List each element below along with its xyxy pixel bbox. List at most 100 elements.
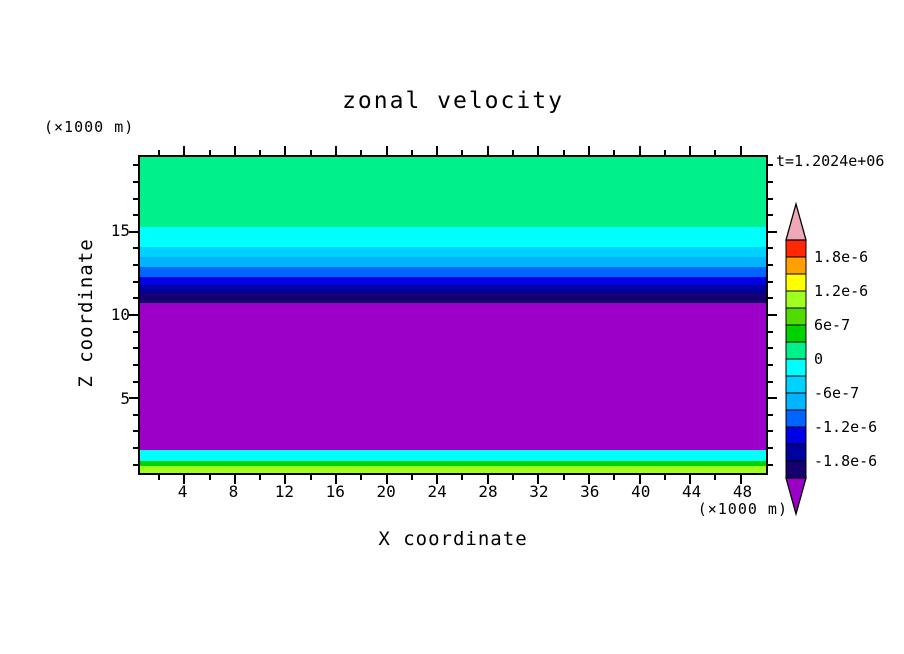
colorbar <box>785 201 807 517</box>
y-tick <box>768 380 773 383</box>
colorbar-segment <box>785 239 807 258</box>
y-tick <box>768 280 773 283</box>
x-tick <box>537 146 540 155</box>
x-tick <box>739 146 742 155</box>
x-tick <box>436 146 439 155</box>
x-tick <box>587 475 590 484</box>
y-tick <box>768 463 773 466</box>
x-tick-label: 12 <box>274 482 294 501</box>
x-tick <box>360 475 363 480</box>
x-tick <box>689 146 692 155</box>
colorbar-label: -1.2e-6 <box>814 418 878 436</box>
x-tick <box>461 475 464 480</box>
y-tick <box>133 347 138 350</box>
contour-band <box>140 303 766 450</box>
x-tick <box>157 475 160 480</box>
contour-band <box>140 246 766 257</box>
x-tick <box>613 475 616 480</box>
colorbar-segment <box>785 375 807 394</box>
colorbar-segment <box>785 409 807 428</box>
y-tick <box>768 413 773 416</box>
y-tick <box>133 447 138 450</box>
y-tick <box>768 430 773 433</box>
x-axis-unit-label: (×1000 m) <box>697 500 788 518</box>
x-tick <box>360 150 363 155</box>
colorbar-label: 1.8e-6 <box>814 248 869 266</box>
y-tick-label: 10 <box>110 305 130 324</box>
y-tick <box>768 297 773 300</box>
contour-band <box>140 226 766 247</box>
x-tick <box>284 475 287 484</box>
x-tick-label: 28 <box>478 482 498 501</box>
contour-band <box>140 293 766 304</box>
colorbar-arrow-top <box>785 201 807 241</box>
time-label: t=1.2024e+06 <box>776 152 885 170</box>
colorbar-segment <box>785 341 807 360</box>
contour-band <box>140 256 766 267</box>
x-tick-label: 36 <box>580 482 600 501</box>
y-tick <box>768 347 773 350</box>
y-tick <box>133 430 138 433</box>
y-tick <box>768 397 777 400</box>
x-tick-label: 20 <box>376 482 396 501</box>
x-tick-label: 32 <box>529 482 549 501</box>
x-tick <box>663 150 666 155</box>
x-tick <box>663 475 666 480</box>
x-tick <box>638 475 641 484</box>
x-tick <box>183 146 186 155</box>
x-tick <box>486 475 489 484</box>
x-tick <box>587 146 590 155</box>
y-tick-label: 5 <box>120 389 130 409</box>
colorbar-label: -1.8e-6 <box>814 452 878 470</box>
y-tick <box>133 363 138 366</box>
contour-band <box>140 285 766 294</box>
colorbar-label: -6e-7 <box>814 384 860 402</box>
x-tick <box>689 475 692 484</box>
x-tick <box>233 146 236 155</box>
x-tick <box>714 150 717 155</box>
contour-bands <box>140 157 766 473</box>
y-tick <box>133 463 138 466</box>
x-tick-label: 4 <box>177 482 188 501</box>
y-tick <box>133 264 138 267</box>
contour-band <box>140 449 766 462</box>
y-tick <box>133 197 138 200</box>
y-tick <box>133 330 138 333</box>
x-tick <box>309 150 312 155</box>
x-tick-label: 48 <box>732 482 753 501</box>
y-tick <box>768 314 777 316</box>
y-tick <box>133 413 138 416</box>
x-tick <box>259 475 262 480</box>
colorbar-segment <box>785 324 807 343</box>
x-tick <box>385 146 388 155</box>
x-tick <box>739 475 742 484</box>
y-tick <box>133 280 138 283</box>
x-tick <box>512 475 515 480</box>
y-tick <box>133 380 138 383</box>
colorbar-segment <box>785 290 807 309</box>
y-tick <box>133 247 138 250</box>
x-tick <box>537 475 540 484</box>
x-tick <box>208 150 211 155</box>
x-tick <box>714 475 717 480</box>
x-tick <box>385 475 388 484</box>
y-tick <box>768 264 773 267</box>
x-axis-title: X coordinate <box>378 528 528 550</box>
y-tick <box>768 447 773 450</box>
x-tick <box>157 150 160 155</box>
chart-title: zonal velocity <box>342 88 564 114</box>
x-tick <box>259 150 262 155</box>
y-tick <box>129 230 138 233</box>
x-tick <box>410 150 413 155</box>
y-tick <box>768 230 777 233</box>
contour-band <box>140 461 766 466</box>
x-tick-label: 24 <box>427 482 447 501</box>
y-tick <box>133 297 138 300</box>
y-tick <box>768 214 773 217</box>
y-tick <box>768 164 773 167</box>
y-axis-unit-label: (×1000 m) <box>44 118 135 136</box>
x-tick <box>410 475 413 480</box>
colorbar-segment <box>785 460 807 479</box>
colorbar-segment <box>785 358 807 377</box>
